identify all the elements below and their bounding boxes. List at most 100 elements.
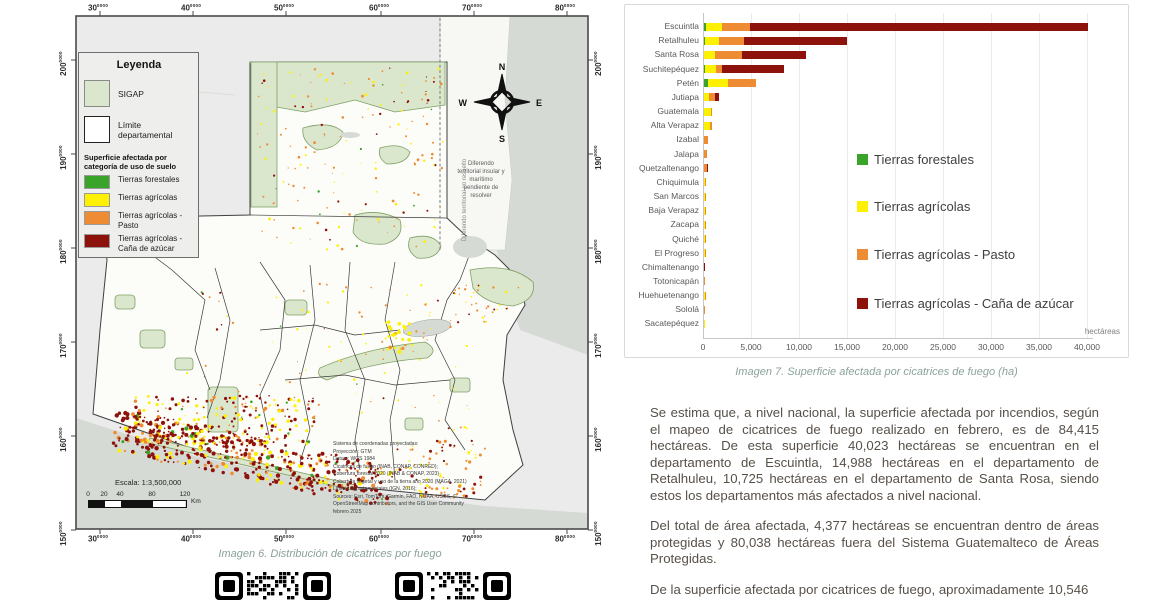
fire-scar-dot xyxy=(412,350,414,352)
fire-scar-dot xyxy=(131,429,136,433)
legend-color-item: Tierras agrícolas - Caña de azúcar xyxy=(84,234,194,253)
fire-scar-dot xyxy=(415,478,418,481)
fire-scar-dot xyxy=(232,432,235,435)
fire-scar-dot xyxy=(268,395,270,397)
fire-scar-dot xyxy=(367,77,370,81)
scale-bar-segment xyxy=(89,501,105,507)
fire-scar-dot xyxy=(283,458,287,462)
fire-scar-dot xyxy=(137,423,140,426)
fire-scar-dot xyxy=(315,473,320,478)
fire-scar-dot xyxy=(299,163,302,166)
fire-scar-dot xyxy=(426,99,430,102)
qr-code-2[interactable] xyxy=(395,572,515,600)
qr-pattern xyxy=(395,572,511,600)
fire-scar-dot xyxy=(160,420,166,425)
fire-scar-dot xyxy=(462,494,466,498)
fire-scar-dot xyxy=(397,399,400,402)
fire-scar-dot xyxy=(434,495,437,498)
fire-scar-dot xyxy=(209,398,214,403)
fire-scar-dot xyxy=(445,462,448,466)
chart-bar-segment xyxy=(704,235,706,243)
fire-scar-dot xyxy=(457,489,461,493)
fire-scar-dot xyxy=(365,353,367,356)
fire-scar-dot xyxy=(326,477,330,481)
map-credit-line: Sources: Esri, TomTom, Garmin, FAO, NOAA… xyxy=(333,493,457,500)
fire-scar-dot xyxy=(337,200,340,203)
map-canvas: N S W E xyxy=(71,11,593,534)
map-credit-line: Cicatrices de fuego (INAB, CONAP, CONRED… xyxy=(333,463,438,470)
fire-scar-dot xyxy=(426,102,428,104)
fire-scar-dot xyxy=(304,146,307,149)
fire-scar-dot xyxy=(326,207,328,209)
fire-scar-dot xyxy=(259,384,261,386)
map-frame-ticks xyxy=(71,11,593,534)
fire-scar-dot xyxy=(249,405,252,408)
fire-scar-dot xyxy=(324,135,326,137)
fire-scar-dot xyxy=(271,481,275,484)
fire-scar-dot xyxy=(292,461,295,465)
fire-scar-dot xyxy=(324,460,329,464)
chart-x-tick: 35,000 xyxy=(1026,342,1052,352)
fire-scar-dot xyxy=(269,473,273,477)
fire-scar-dot xyxy=(351,462,355,466)
fire-scar-dot xyxy=(397,322,402,326)
fire-scar-dot xyxy=(378,221,380,223)
fire-scar-dot xyxy=(325,283,328,286)
fire-scar-dot xyxy=(227,430,232,435)
fire-scar-dot xyxy=(283,434,288,438)
fire-scar-dot xyxy=(277,456,280,459)
chart-legend-swatch xyxy=(857,248,868,260)
chart-bar-row xyxy=(703,121,712,130)
fire-scar-dot xyxy=(438,419,440,422)
fire-scar-dot xyxy=(117,448,122,453)
fire-scar-dot xyxy=(156,458,159,461)
fire-scar-dot xyxy=(306,487,308,489)
qr-code-1[interactable] xyxy=(215,572,335,600)
fire-scar-dot xyxy=(307,407,311,411)
fire-scar-dot xyxy=(250,400,253,404)
map-axis-label-top: 800000 xyxy=(555,3,576,13)
fire-scar-dot xyxy=(272,202,275,205)
fire-scar-dot xyxy=(234,412,237,415)
chart-bar-segment xyxy=(704,150,708,159)
fire-scar-dot xyxy=(242,432,245,435)
fire-scar-dot xyxy=(230,461,234,465)
fire-scar-dot xyxy=(411,448,414,451)
fire-scar-dot xyxy=(303,186,306,189)
fire-scar-dot xyxy=(327,471,331,475)
chart-gridline xyxy=(991,13,992,338)
fire-scar-dot xyxy=(254,416,257,419)
fire-scar-dot xyxy=(355,474,357,477)
chart-bar-segment xyxy=(703,291,705,300)
fire-scar-dot xyxy=(147,395,150,398)
fire-scar-dot xyxy=(301,105,305,109)
scale-text: Escala: 1:3,500,000 xyxy=(115,478,182,487)
legend-item-sigap: SIGAP xyxy=(84,80,194,107)
fire-scar-dot xyxy=(453,444,456,447)
chart-legend-label: Tierras agrícolas - Caña de azúcar xyxy=(874,295,1074,311)
fire-scar-dot xyxy=(425,478,429,481)
fire-scar-dot xyxy=(172,418,175,421)
fire-scar-dot xyxy=(235,461,238,464)
fire-scar-dot xyxy=(230,397,233,400)
fire-scar-dot xyxy=(226,315,229,318)
fire-scar-dot xyxy=(192,418,196,422)
map-axis-label-top: 300000 xyxy=(88,3,109,13)
fire-scar-dot xyxy=(457,321,460,324)
fire-scar-dot xyxy=(250,449,254,452)
fire-scar-dot xyxy=(219,416,221,418)
fire-scar-dot xyxy=(376,496,379,500)
fire-scar-dot xyxy=(372,80,375,84)
fire-scar-dot xyxy=(316,221,320,225)
fire-scar-dot xyxy=(455,314,457,316)
fire-scar-dot xyxy=(134,405,138,409)
fire-scar-dot xyxy=(195,452,199,456)
fire-scar-dot xyxy=(232,401,235,405)
fire-scar-dot xyxy=(147,454,152,459)
fire-scar-dot xyxy=(468,460,472,464)
fire-scar-dot xyxy=(435,487,439,491)
fire-scar-dot xyxy=(370,476,374,480)
fire-scar-dot xyxy=(279,449,284,454)
fire-scar-dot xyxy=(139,423,144,428)
fire-scar-dot xyxy=(357,481,362,486)
